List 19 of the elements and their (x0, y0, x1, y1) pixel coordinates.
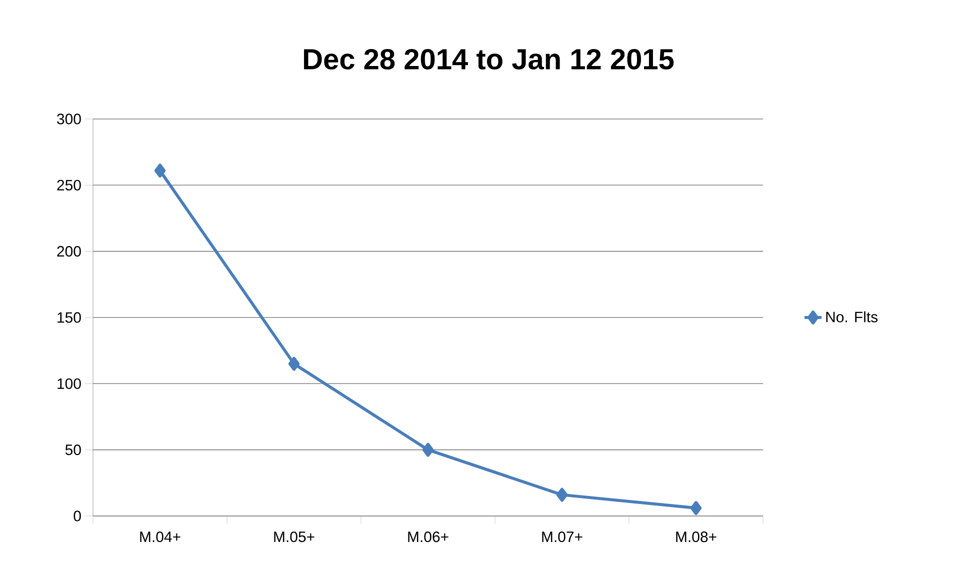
y-tick-label: 50 (65, 444, 81, 456)
x-tick-label: M.05+ (274, 532, 314, 542)
point (154, 164, 166, 178)
y-tick-label: 250 (57, 180, 81, 190)
x-tick-label: M.08+ (676, 532, 716, 542)
x-tick-label: M.04+ (140, 532, 180, 542)
x-tick-label: M.06+ (408, 532, 448, 542)
point (422, 442, 434, 457)
point (690, 501, 702, 516)
point (288, 356, 300, 371)
legend-label: No. Flts (826, 311, 878, 322)
y-tick-label: 150 (58, 312, 81, 323)
point (556, 488, 568, 502)
y-tick-label: 300 (57, 114, 81, 124)
x-tick-label: M.07+ (542, 532, 582, 542)
y-tick-label: 200 (57, 246, 81, 257)
chart-title: Dec 28 2014 to Jan 12 2015 (304, 48, 674, 70)
y-tick-label: 0 (74, 510, 81, 522)
y-tick-label: 100 (58, 378, 81, 389)
